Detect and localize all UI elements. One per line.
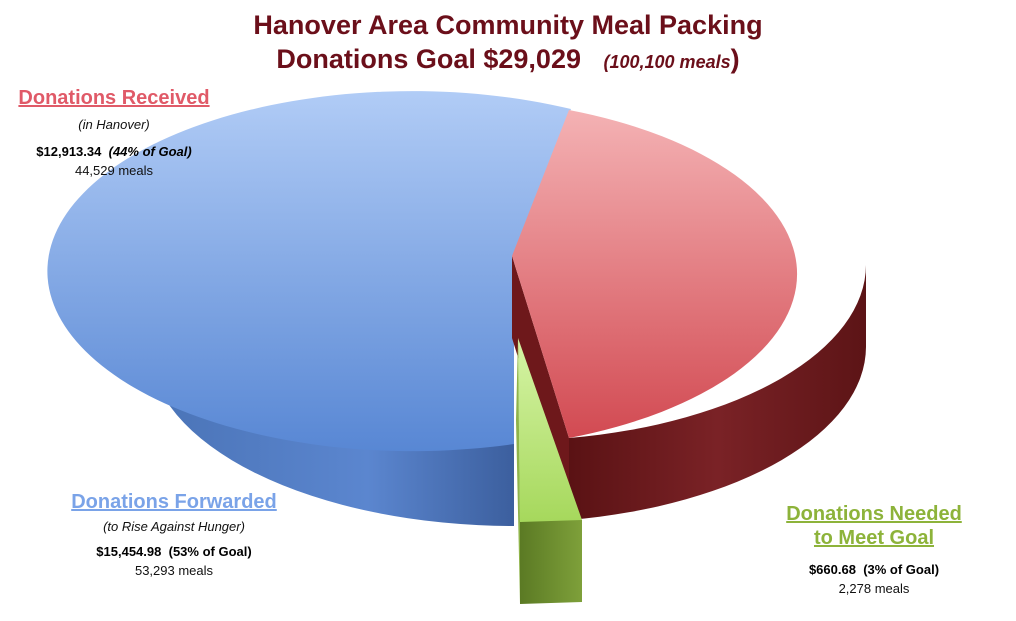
chart-title-goal: Donations Goal $29,029 (276, 44, 581, 74)
slice-needed-top (518, 338, 582, 522)
needed-meals: 2,278 meals (838, 581, 910, 596)
forwarded-meals: 53,293 meals (134, 563, 214, 578)
received-sub: (in Hanover) (78, 117, 150, 132)
needed-heading-line1: Donations Needed (786, 503, 962, 525)
slice-needed-front (520, 520, 582, 604)
forwarded-sub: (to Rise Against Hunger) (103, 519, 245, 534)
received-amount-value: $12,913.34 (36, 144, 102, 159)
forwarded-amount: $15,454.98 (53% of Goal) (52, 542, 296, 562)
chart-title-meals: (100,100 meals (603, 52, 731, 72)
forwarded-heading: Donations Forwarded (71, 491, 277, 513)
received-meals: 44,529 meals (74, 163, 154, 178)
received-heading: Donations Received (18, 87, 210, 109)
label-donations-received: Donations Received (in Hanover) $12,913.… (0, 86, 228, 180)
forwarded-amount-value: $15,454.98 (96, 544, 162, 559)
slice-forwarded-top (47, 91, 571, 452)
slice-donations-received (512, 110, 866, 520)
slice-needed-inner-wall (516, 338, 520, 604)
slice-donations-forwarded (47, 91, 571, 526)
slice-received-top (512, 110, 798, 438)
chart-title-line1: Hanover Area Community Meal Packing (253, 10, 763, 40)
slice-forwarded-side (149, 264, 514, 526)
received-amount-pct: (44% of Goal) (108, 144, 192, 159)
needed-amount: $660.68 (3% of Goal) (766, 560, 982, 580)
label-donations-forwarded: Donations Forwarded (to Rise Against Hun… (52, 490, 296, 580)
slice-donations-needed (516, 338, 582, 604)
received-amount: $12,913.34 (44% of Goal) (0, 142, 228, 162)
label-donations-needed: Donations Needed to Meet Goal $660.68 (3… (766, 502, 982, 598)
chart-title-paren: ) (730, 44, 740, 74)
slice-received-side (569, 265, 866, 520)
forwarded-amount-pct: (53% of Goal) (168, 544, 252, 559)
needed-amount-value: $660.68 (808, 562, 856, 577)
needed-amount-pct: (3% of Goal) (863, 562, 940, 577)
chart-title-line2: Donations Goal $29,029 (100,100 meals) (0, 42, 1016, 79)
needed-heading-line2: to Meet Goal (813, 527, 934, 549)
